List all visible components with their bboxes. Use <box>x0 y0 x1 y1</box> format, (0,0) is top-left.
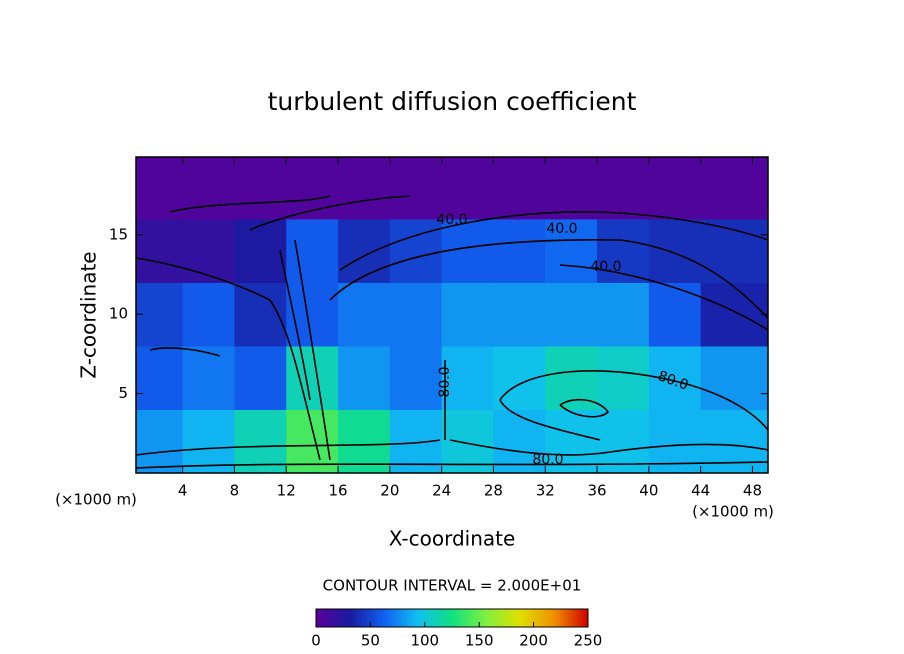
field-cell <box>182 282 235 347</box>
field-cell <box>545 345 598 410</box>
field-cell <box>441 345 494 410</box>
field-cell <box>441 218 494 283</box>
field-cell <box>389 218 443 283</box>
field-cell <box>136 282 184 347</box>
field-cell <box>234 218 287 283</box>
colorbar-tick-label: 150 <box>465 632 494 650</box>
colorbar-tick-label: 200 <box>519 632 548 650</box>
x-tick-label: 16 <box>328 482 347 500</box>
plot-frame <box>135 156 769 474</box>
field-cell <box>234 409 287 473</box>
field-cell <box>493 409 546 473</box>
x-axis-label: X-coordinate <box>389 527 516 551</box>
x-tick-label: 12 <box>277 482 296 500</box>
field-cell <box>493 282 546 347</box>
field-cell <box>648 282 702 347</box>
colorbar-tick-label: 0 <box>311 632 321 650</box>
field-cell <box>700 282 768 347</box>
field-cell <box>182 218 235 283</box>
field-cell <box>234 157 287 220</box>
x-tick-label: 32 <box>536 482 555 500</box>
colorbar <box>315 608 589 628</box>
field-cell <box>493 157 546 220</box>
x-tick-label: 4 <box>178 482 188 500</box>
field-cell <box>338 409 391 473</box>
field-cell <box>648 409 702 473</box>
field-cell <box>700 157 768 220</box>
contour-label: 40.0 <box>546 221 577 237</box>
x-tick-label: 36 <box>588 482 607 500</box>
field-cell <box>700 345 768 410</box>
field-cell <box>286 345 339 410</box>
field-cell <box>493 218 546 283</box>
x-unit-right: (×1000 m) <box>692 503 774 521</box>
contour-lines <box>136 195 768 469</box>
chart-title: turbulent diffusion coefficient <box>268 87 637 116</box>
field-cell <box>545 282 598 347</box>
y-tick-label: 5 <box>118 384 128 402</box>
x-unit-left: (×1000 m) <box>55 491 137 509</box>
y-axis-label: Z-coordinate <box>77 251 101 378</box>
field-cell <box>136 157 184 220</box>
field-cell <box>648 218 702 283</box>
field-cell <box>648 157 702 220</box>
x-tick-label: 20 <box>380 482 399 500</box>
contour-label: 40.0 <box>436 212 467 228</box>
x-tick-label: 28 <box>484 482 503 500</box>
field-cell <box>286 157 339 220</box>
field-cell <box>338 157 391 220</box>
x-tick-label: 8 <box>230 482 240 500</box>
y-tick-label: 10 <box>109 305 128 323</box>
x-tick-label: 44 <box>691 482 710 500</box>
y-tick-label: 15 <box>109 225 128 243</box>
field-cell <box>286 218 339 283</box>
colorbar-tick-label: 100 <box>410 632 439 650</box>
field-cell <box>597 409 650 473</box>
colorbar-tick-label: 50 <box>361 632 380 650</box>
field-cell <box>389 282 443 347</box>
field-cell <box>545 409 598 473</box>
contour-label: 40.0 <box>590 259 621 275</box>
field-cell <box>597 218 650 283</box>
field-cell <box>182 157 235 220</box>
field-cell <box>389 157 443 220</box>
field-cell <box>441 282 494 347</box>
x-tick-label: 40 <box>639 482 658 500</box>
field-cell <box>545 157 598 220</box>
field-cell <box>338 218 391 283</box>
field <box>136 157 768 473</box>
contour-label: 80.0 <box>532 452 563 468</box>
colorbar-tick-label: 250 <box>574 632 603 650</box>
field-cell <box>441 409 494 473</box>
x-tick-label: 48 <box>743 482 762 500</box>
field-cell <box>597 345 650 410</box>
field-cell <box>545 218 598 283</box>
contour-label: 80.0 <box>437 366 453 397</box>
field-cell <box>136 345 184 410</box>
field-cell <box>597 157 650 220</box>
field-cell <box>286 282 339 347</box>
field-cell <box>182 409 235 473</box>
field-cell <box>136 218 184 283</box>
field-cell <box>597 282 650 347</box>
field-cell <box>234 345 287 410</box>
field-cell <box>338 345 391 410</box>
field-cell <box>182 345 235 410</box>
field-cell <box>286 409 339 473</box>
field-cell <box>389 345 443 410</box>
field-cell <box>338 282 391 347</box>
field-cell <box>700 218 768 283</box>
contour-interval: CONTOUR INTERVAL = 2.000E+01 <box>323 577 582 595</box>
x-tick-label: 24 <box>432 482 451 500</box>
field-cell <box>441 157 494 220</box>
field-cell <box>136 409 184 473</box>
